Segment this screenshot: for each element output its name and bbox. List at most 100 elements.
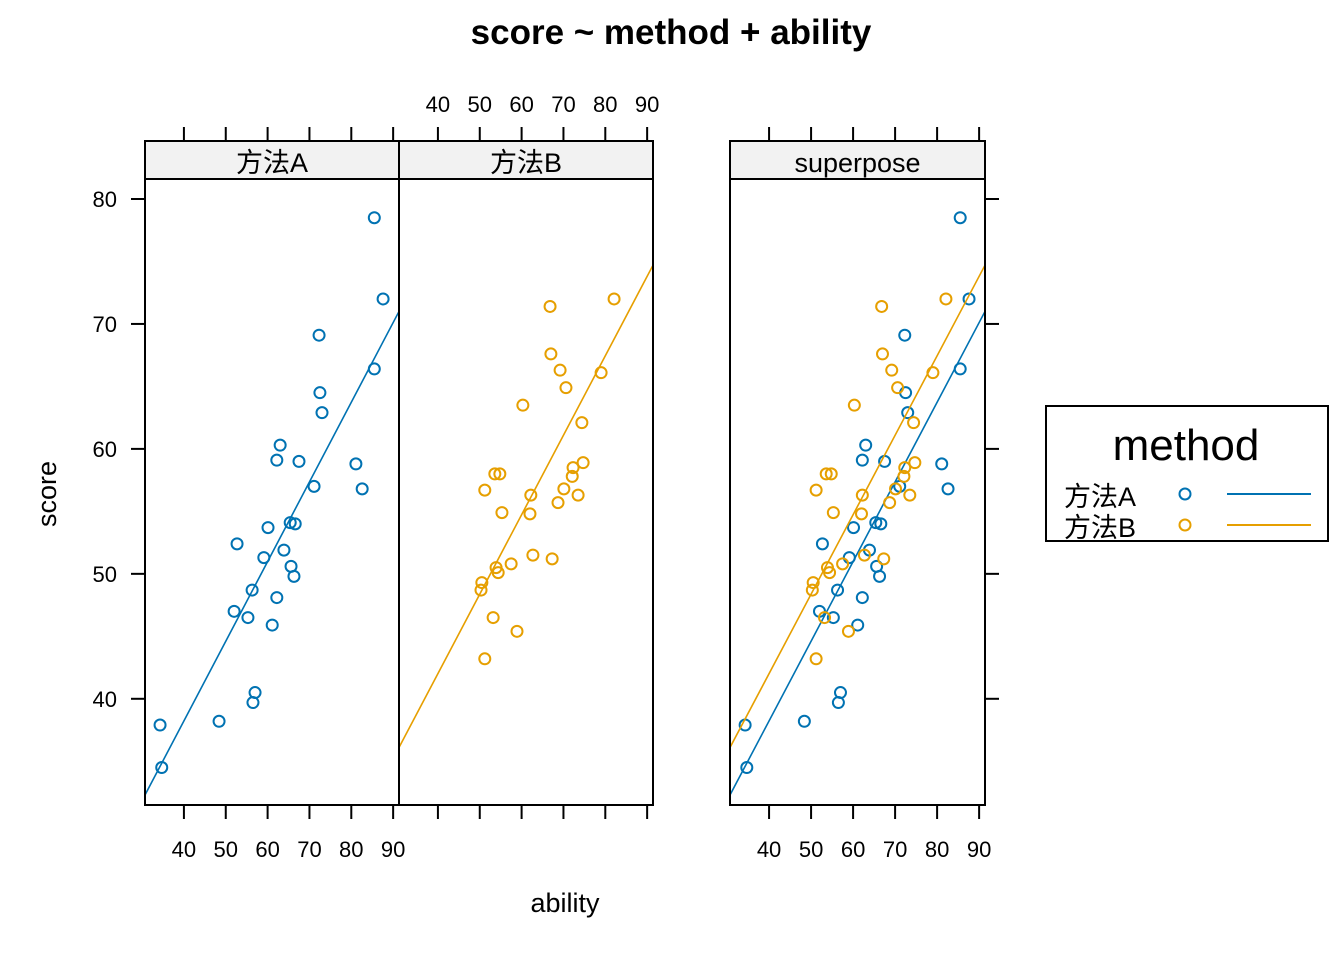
data-point xyxy=(526,548,540,562)
data-point xyxy=(287,569,301,583)
data-point xyxy=(901,406,915,420)
y-axis-label: score xyxy=(32,461,62,527)
data-point xyxy=(504,557,518,571)
data-point xyxy=(897,469,911,483)
data-point xyxy=(313,386,327,400)
x-axis-label: ability xyxy=(530,888,600,918)
data-point xyxy=(907,416,921,430)
panel-frame xyxy=(144,178,400,806)
data-point xyxy=(495,506,509,520)
data-point xyxy=(809,652,823,666)
data-point xyxy=(831,583,845,597)
data-point xyxy=(575,416,589,430)
data-point xyxy=(543,299,557,313)
x-tick-label: 90 xyxy=(381,837,405,862)
data-point xyxy=(953,211,967,225)
data-point xyxy=(875,299,889,313)
data-point xyxy=(474,583,488,597)
data-point xyxy=(212,714,226,728)
legend-marker-b xyxy=(1178,518,1192,532)
data-point xyxy=(855,591,869,605)
strip-background xyxy=(144,140,400,180)
x-tick-label: 60 xyxy=(255,837,279,862)
data-point xyxy=(815,537,829,551)
strip-background xyxy=(729,140,986,180)
data-point xyxy=(885,363,899,377)
data-point xyxy=(818,611,832,625)
data-point xyxy=(491,566,505,580)
data-point xyxy=(809,483,823,497)
strip-label: 方法A xyxy=(236,148,308,178)
data-point xyxy=(797,714,811,728)
data-point xyxy=(493,467,507,481)
y-tick-label: 70 xyxy=(93,312,117,337)
x-tick-label: 80 xyxy=(593,92,617,117)
data-point xyxy=(898,328,912,342)
data-point xyxy=(908,456,922,470)
data-point xyxy=(875,347,889,361)
x-tick-label: 90 xyxy=(635,92,659,117)
legend-box xyxy=(1045,405,1329,542)
data-point xyxy=(273,438,287,452)
data-point xyxy=(841,624,855,638)
data-point xyxy=(962,292,976,306)
x-tick-label: 60 xyxy=(509,92,533,117)
x-tick-label: 50 xyxy=(799,837,823,862)
data-point xyxy=(545,552,559,566)
data-point xyxy=(523,507,537,521)
x-tick-label: 60 xyxy=(841,837,865,862)
data-point xyxy=(557,482,571,496)
data-point xyxy=(806,576,820,590)
regression-line xyxy=(730,264,985,748)
data-point xyxy=(478,652,492,666)
data-point xyxy=(488,467,502,481)
data-point xyxy=(855,488,869,502)
regression-line xyxy=(145,311,399,796)
data-point xyxy=(312,328,326,342)
x-tick-label: 70 xyxy=(297,837,321,862)
data-point xyxy=(836,557,850,571)
legend-label-a: 方法A xyxy=(1064,482,1136,512)
data-point xyxy=(805,583,819,597)
panel-2: 方法B 40 50 60 70 80 90 xyxy=(398,92,659,819)
strip-label: superpose xyxy=(794,148,920,178)
data-point xyxy=(478,483,492,497)
y-tick-label: 80 xyxy=(93,187,117,212)
data-point xyxy=(486,611,500,625)
data-point xyxy=(349,457,363,471)
x-tick-label: 40 xyxy=(757,837,781,862)
data-point xyxy=(566,461,580,475)
data-point xyxy=(230,537,244,551)
x-tick-label: 40 xyxy=(172,837,196,862)
data-point xyxy=(873,569,887,583)
data-point xyxy=(270,453,284,467)
data-point xyxy=(857,548,871,562)
data-point xyxy=(576,456,590,470)
panel-frame xyxy=(398,178,654,806)
data-point xyxy=(898,461,912,475)
x-tick-label: 70 xyxy=(551,92,575,117)
data-point xyxy=(859,438,873,452)
panel-data xyxy=(730,211,985,796)
data-point xyxy=(939,292,953,306)
x-tick-label: 50 xyxy=(468,92,492,117)
legend-label-b: 方法B xyxy=(1064,513,1136,543)
x-tick-label: 40 xyxy=(426,92,450,117)
data-point xyxy=(153,718,167,732)
legend-title: method xyxy=(1113,421,1260,470)
x-tick-label: 80 xyxy=(339,837,363,862)
data-point xyxy=(544,347,558,361)
y-tick-label: 40 xyxy=(93,687,117,712)
panel-data xyxy=(145,211,399,796)
data-point xyxy=(246,696,260,710)
data-point xyxy=(874,517,888,531)
data-point xyxy=(847,398,861,412)
data-point xyxy=(826,506,840,520)
data-point xyxy=(553,363,567,377)
data-point xyxy=(277,543,291,557)
data-point xyxy=(855,453,869,467)
data-point xyxy=(265,618,279,632)
data-point xyxy=(854,507,868,521)
panel-3: superpose 40 50 60 70 80 90 xyxy=(729,127,999,862)
